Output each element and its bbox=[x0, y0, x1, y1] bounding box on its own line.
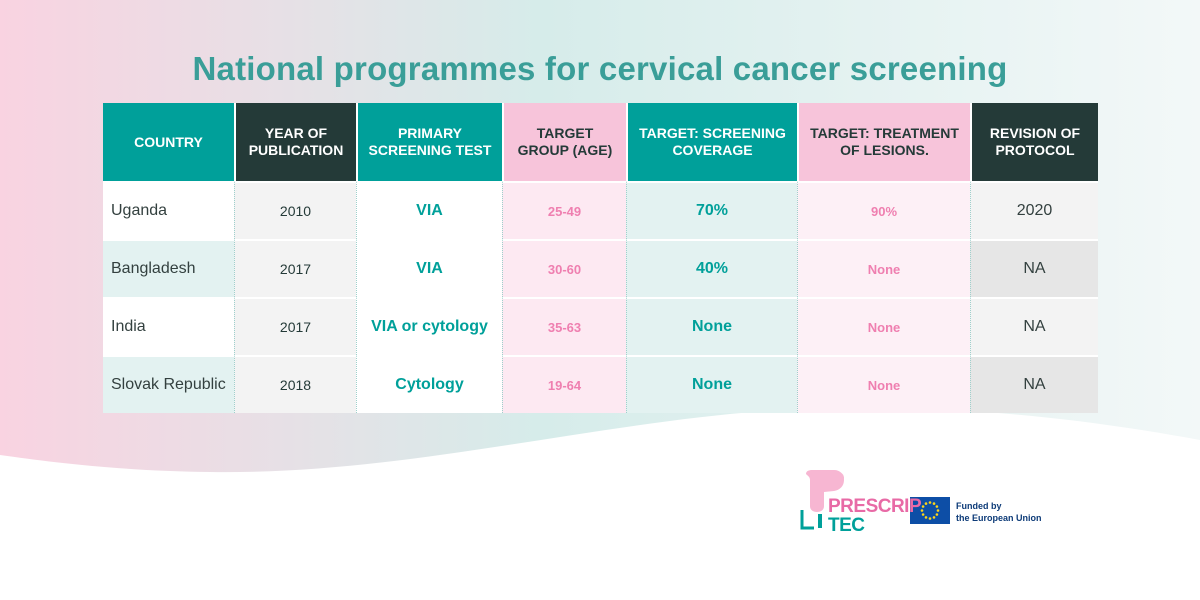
cell-revision: NA bbox=[970, 297, 1098, 355]
eu-line2: the European Union bbox=[956, 513, 1042, 523]
cell-coverage: 70% bbox=[626, 181, 797, 239]
cell-year: 2010 bbox=[234, 181, 356, 239]
cell-target-age: 35-63 bbox=[502, 297, 626, 355]
header-primary-screening-test: PRIMARY SCREENING TEST bbox=[356, 103, 502, 181]
cell-target-age: 30-60 bbox=[502, 239, 626, 297]
cell-screening-test: VIA bbox=[356, 181, 502, 239]
eu-line1: Funded by bbox=[956, 501, 1002, 511]
cell-revision: 2020 bbox=[970, 181, 1098, 239]
page-title: National programmes for cervical cancer … bbox=[192, 50, 1008, 87]
cell-coverage: None bbox=[626, 355, 797, 413]
cell-treatment: None bbox=[797, 297, 970, 355]
cell-revision: NA bbox=[970, 355, 1098, 413]
prescriptec-logo-text: PRESCRIP TEC bbox=[828, 496, 922, 536]
header-country: COUNTRY bbox=[103, 103, 234, 181]
cell-target-age: 25-49 bbox=[502, 181, 626, 239]
table-row: Bangladesh 2017 VIA 30-60 40% None NA bbox=[103, 239, 1098, 297]
header-year-of-publication: YEAR OF PUBLICATION bbox=[234, 103, 356, 181]
cell-screening-test: VIA bbox=[356, 239, 502, 297]
cell-year: 2018 bbox=[234, 355, 356, 413]
cell-country: Bangladesh bbox=[103, 239, 234, 297]
cell-revision: NA bbox=[970, 239, 1098, 297]
header-revision-of-protocol: REVISION OF PROTOCOL bbox=[970, 103, 1098, 181]
screening-programmes-table: COUNTRY YEAR OF PUBLICATION PRIMARY SCRE… bbox=[103, 103, 1098, 413]
header-target-treatment-of-lesions: TARGET: TREATMENT OF LESIONS. bbox=[797, 103, 970, 181]
cell-country: Uganda bbox=[103, 181, 234, 239]
cell-target-age: 19-64 bbox=[502, 355, 626, 413]
table-row: Slovak Republic 2018 Cytology 19-64 None… bbox=[103, 355, 1098, 413]
cell-coverage: 40% bbox=[626, 239, 797, 297]
cell-year: 2017 bbox=[234, 297, 356, 355]
cell-country: Slovak Republic bbox=[103, 355, 234, 413]
table-row: Uganda 2010 VIA 25-49 70% 90% 2020 bbox=[103, 181, 1098, 239]
cell-country: India bbox=[103, 297, 234, 355]
prescriptec-line2: TEC bbox=[828, 515, 865, 536]
cell-year: 2017 bbox=[234, 239, 356, 297]
cell-screening-test: VIA or cytology bbox=[356, 297, 502, 355]
eu-flag-icon bbox=[910, 497, 950, 524]
cell-coverage: None bbox=[626, 297, 797, 355]
cell-screening-test: Cytology bbox=[356, 355, 502, 413]
header-target-group-age: TARGET GROUP (AGE) bbox=[502, 103, 626, 181]
cell-treatment: 90% bbox=[797, 181, 970, 239]
prescriptec-line1: PRESCRIP bbox=[828, 496, 922, 517]
cell-treatment: None bbox=[797, 239, 970, 297]
eu-funding-text: Funded by the European Union bbox=[956, 500, 1042, 524]
cell-treatment: None bbox=[797, 355, 970, 413]
header-target-screening-coverage: TARGET: SCREENING COVERAGE bbox=[626, 103, 797, 181]
prescriptec-logo-icon bbox=[800, 470, 844, 530]
table-row: India 2017 VIA or cytology 35-63 None No… bbox=[103, 297, 1098, 355]
table-header-row: COUNTRY YEAR OF PUBLICATION PRIMARY SCRE… bbox=[103, 103, 1098, 181]
